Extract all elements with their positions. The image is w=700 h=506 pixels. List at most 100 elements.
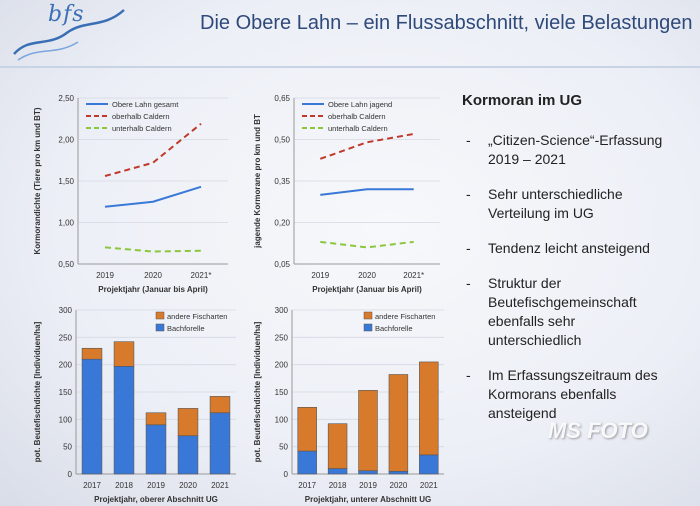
y-tick-label: 300 <box>59 306 73 315</box>
y-axis-label: pot. Beutefischdichte [Individuen/ha] <box>253 321 262 462</box>
x-tick-label: 2020 <box>390 481 408 490</box>
bar-segment-1 <box>81 347 103 360</box>
bullet-line: Beutefischgemeinschaft <box>488 294 637 310</box>
bullet-dash: - <box>466 367 471 383</box>
x-tick-label: 2019 <box>359 481 377 490</box>
legend-label: Obere Lahn jagend <box>328 100 392 109</box>
legend-label: Obere Lahn gesamt <box>112 100 179 109</box>
series-line-0 <box>320 188 414 196</box>
bullet-line: Verteilung im UG <box>488 205 594 221</box>
y-axis-label: pot. Beutefischdichte [Individuen/ha] <box>33 321 42 462</box>
y-tick-label: 200 <box>59 361 73 370</box>
y-tick-label: 150 <box>275 388 289 397</box>
y-tick-label: 100 <box>59 415 73 424</box>
x-tick-label: 2018 <box>329 481 347 490</box>
page-title: Die Obere Lahn – ein Flussabschnitt, vie… <box>200 12 693 34</box>
bullet-line: ebenfalls sehr <box>488 313 576 329</box>
y-tick-label: 300 <box>275 306 289 315</box>
bullet-list: - „Citizen-Science“-Erfassung 2019 – 2021-… <box>462 131 698 423</box>
bullet-line: Sehr unterschiedliche <box>488 186 623 202</box>
x-tick-label: 2019 <box>147 481 165 490</box>
y-tick-label: 0,65 <box>274 94 290 103</box>
x-tick-label: 2017 <box>298 481 316 490</box>
x-tick-label: 2020 <box>144 271 162 280</box>
bar-segment-0 <box>327 468 348 475</box>
legend-label: andere Fischarten <box>375 312 435 321</box>
y-tick-label: 50 <box>279 443 288 452</box>
chart-jagende-kormorane: 0,05 0,20 0,35 0,50 0,65 jagende Kormorane pr… <box>253 94 440 294</box>
x-tick-label: 2020 <box>179 481 197 490</box>
y-tick-label: 200 <box>275 361 289 370</box>
y-tick-label: 0,20 <box>274 219 290 228</box>
legend-swatch <box>363 323 373 332</box>
x-axis-label: Projektjahr (Januar bis April) <box>98 285 208 294</box>
watermark: MS FOTO <box>548 418 648 443</box>
y-tick-label: 250 <box>275 333 289 342</box>
bar-segment-0 <box>297 450 317 475</box>
bullet-dash: - <box>466 186 471 202</box>
bullet-line: Struktur der <box>488 275 562 291</box>
bar-segment-1 <box>177 408 199 437</box>
x-tick-label: 2019 <box>311 271 329 280</box>
bullet-line: unterschiedlich <box>488 332 582 348</box>
legend-label: Bachforelle <box>375 324 413 333</box>
y-axis-label: Kormorandichte (Tiere pro km und BT) <box>33 107 42 254</box>
series-line-2 <box>320 240 414 249</box>
y-tick-label: 2,00 <box>58 136 74 145</box>
bullet-item: - Im Erfassungszeitraum des Kormorans eben… <box>462 366 698 423</box>
y-tick-label: 0,50 <box>58 260 74 269</box>
bar-segment-0 <box>209 412 231 475</box>
bullet-dash: - <box>466 275 471 291</box>
y-tick-label: 250 <box>59 333 73 342</box>
legend-label: unterhalb Caldern <box>328 124 388 133</box>
x-tick-label: 2018 <box>115 481 133 490</box>
bullet-item: - Struktur der Beutefischgemeinschaft ebenf… <box>462 274 698 350</box>
chart-beutefisch-oben: 0 50 100 150 200 250 300 pot. Beutefischdichte … <box>33 306 236 504</box>
y-tick-label: 0,35 <box>274 177 290 186</box>
y-tick-label: 1,50 <box>58 177 74 186</box>
y-tick-label: 2,50 <box>58 94 74 103</box>
x-axis-label: Projektjahr (Januar bis April) <box>312 285 422 294</box>
bullet-line: „Citizen-Science“-Erfassung <box>488 132 663 148</box>
bullet-line: ansteigend <box>488 405 557 421</box>
bar-segment-0 <box>145 424 167 475</box>
bar-segment-1 <box>297 407 317 452</box>
series-line-1 <box>319 132 414 160</box>
series-line-2 <box>104 246 202 253</box>
y-tick-label: 0,50 <box>274 136 290 145</box>
legend-label: unterhalb Caldern <box>112 124 172 133</box>
bullet-dash: - <box>466 240 471 256</box>
info-panel: Kormoran im UG - „Citizen-Science“-Erfass… <box>462 92 698 439</box>
y-tick-label: 1,00 <box>58 219 74 228</box>
bullet-item: - Sehr unterschiedliche Verteilung im UG <box>462 185 698 223</box>
bar-segment-0 <box>358 470 378 475</box>
bullet-item: - Tendenz leicht ansteigend <box>462 239 698 258</box>
bullet-line: Im Erfassungszeitraum des <box>488 367 658 383</box>
legend-label: Bachforelle <box>167 324 205 333</box>
y-axis-label: jagende Kormorane pro km und BT <box>253 114 262 249</box>
bar-segment-1 <box>209 396 231 414</box>
bar-segment-0 <box>388 470 409 475</box>
bar-segment-1 <box>419 361 439 456</box>
y-tick-label: 100 <box>275 415 289 424</box>
legend-label: oberhalb Caldern <box>328 112 386 121</box>
panel-title: Kormoran im UG <box>462 92 583 109</box>
x-tick-label: 2021* <box>191 271 212 280</box>
x-tick-label: 2017 <box>83 481 101 490</box>
bfs-logo-icon <box>13 9 125 61</box>
x-axis-label: Projektjahr, oberer Abschnitt UG <box>94 495 218 504</box>
bullet-line: Kormorans ebenfalls <box>488 386 617 402</box>
y-tick-label: 0 <box>284 470 289 479</box>
bar-segment-0 <box>81 358 103 475</box>
x-tick-label: 2019 <box>96 271 114 280</box>
x-tick-label: 2021* <box>403 271 424 280</box>
x-tick-label: 2021 <box>420 481 438 490</box>
series-line-1 <box>104 122 202 177</box>
bullet-dash: - <box>466 132 471 148</box>
legend-swatch <box>363 311 373 320</box>
y-tick-label: 150 <box>59 388 73 397</box>
bar-segment-1 <box>113 341 135 367</box>
series-line-0 <box>104 185 202 208</box>
y-tick-label: 0 <box>68 470 73 479</box>
